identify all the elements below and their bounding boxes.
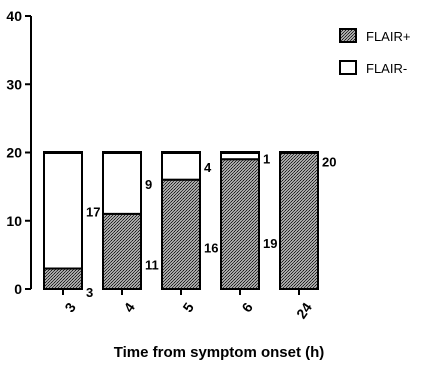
x-tick-label: 3 <box>61 299 79 315</box>
data-label-flair-plus: 11 <box>145 257 159 272</box>
data-label-flair-plus: 19 <box>263 236 277 251</box>
bar-flair-plus <box>43 267 83 290</box>
data-label-flair-plus: 16 <box>204 240 218 255</box>
legend-swatch-flair-plus <box>339 28 357 43</box>
data-label-flair-plus: 3 <box>86 285 93 300</box>
data-label-flair-minus: 4 <box>204 160 212 175</box>
data-labels-group: 3 17 11 9 16 4 19 1 20 <box>86 152 336 300</box>
bar-flair-minus <box>102 151 142 215</box>
bar-flair-plus <box>220 158 260 290</box>
legend-swatch-flair-minus <box>339 60 357 75</box>
legend-label-flair-minus: FLAIR- <box>366 61 407 76</box>
x-axis-title: Time from symptom onset (h) <box>114 344 325 361</box>
legend-label-flair-plus: FLAIR+ <box>366 29 410 44</box>
y-tick-label: 0 <box>14 281 22 297</box>
x-ticks-group: 3 4 5 6 24 <box>61 289 315 321</box>
y-axis: 0 10 20 30 40 <box>6 8 32 297</box>
bar-flair-minus <box>161 151 201 181</box>
legend: FLAIR+ FLAIR- <box>339 28 410 76</box>
data-label-flair-plus: 20 <box>322 155 336 170</box>
x-tick-label: 24 <box>293 299 315 321</box>
x-tick-label: 6 <box>238 299 256 315</box>
data-label-flair-minus: 17 <box>86 205 100 220</box>
bars-group <box>43 151 319 290</box>
x-tick-label: 5 <box>179 299 197 315</box>
y-tick-label: 40 <box>6 8 22 24</box>
bar-flair-minus <box>43 151 83 270</box>
bar-flair-plus <box>102 212 142 290</box>
y-tick-label: 20 <box>6 145 22 161</box>
data-label-flair-minus: 1 <box>263 152 270 167</box>
y-tick-label: 30 <box>6 76 22 92</box>
bar-flair-plus <box>161 178 201 290</box>
y-tick-label: 10 <box>6 213 22 229</box>
x-tick-label: 4 <box>120 299 138 315</box>
bar-flair-plus <box>279 151 319 290</box>
data-label-flair-minus: 9 <box>145 177 152 192</box>
